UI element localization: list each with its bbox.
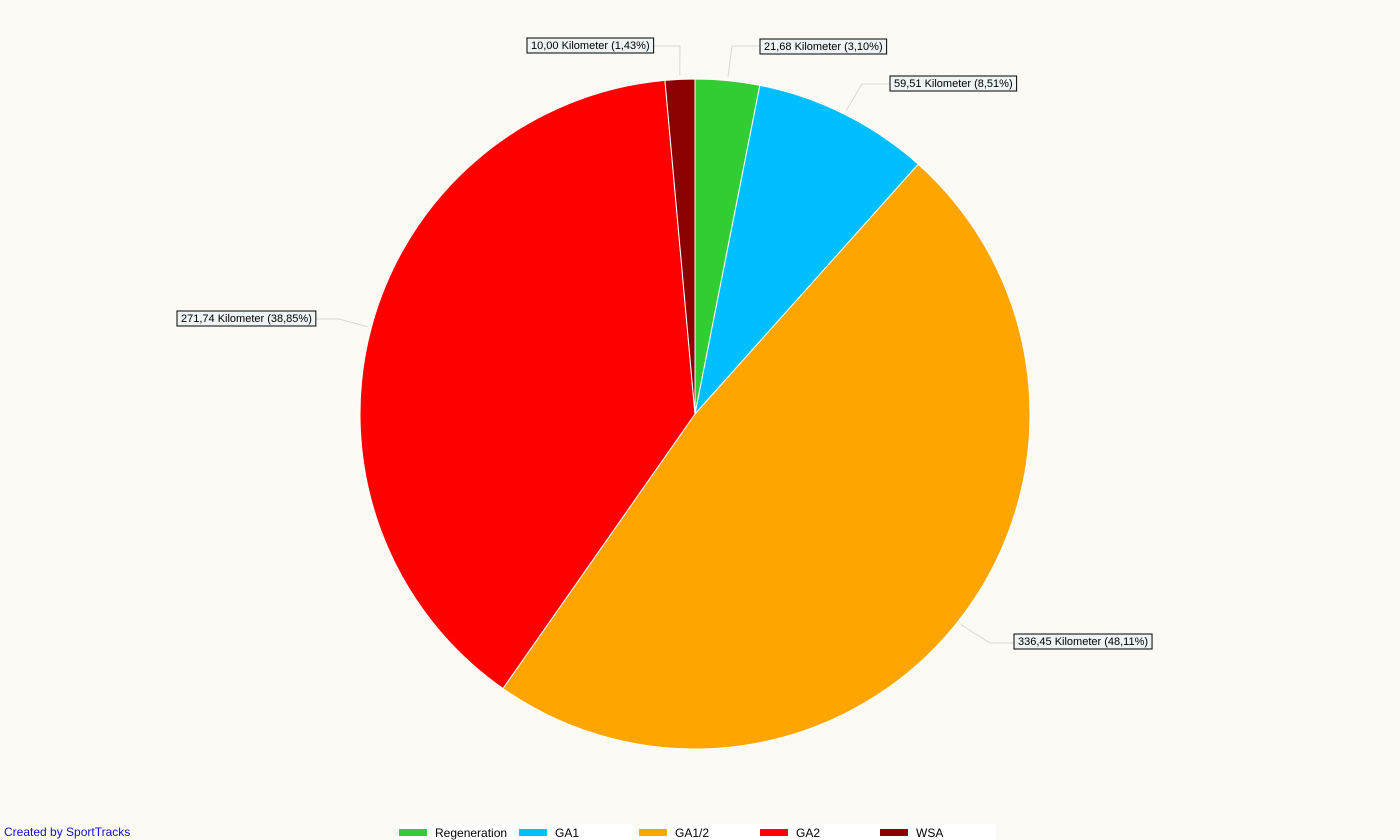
legend: Regeneration GA1 GA1/2 GA2 WSA: [396, 824, 996, 840]
legend-label: GA1/2: [675, 826, 710, 840]
data-label-text: 271,74 Kilometer (38,85%): [181, 313, 312, 325]
data-label-box: [889, 75, 1018, 92]
legend-label: GA1: [555, 826, 580, 840]
data-label-text: 21,68 Kilometer (3,10%): [764, 41, 883, 53]
data-label: 336,45 Kilometer (48,11%): [1013, 633, 1153, 650]
pie-slice-ga1-2: [502, 163, 1031, 750]
legend-label: GA2: [796, 826, 821, 840]
label-leader-lines: [309, 45, 1014, 644]
leader-line: [309, 318, 368, 328]
data-label-text: 10,00 Kilometer (1,43%): [531, 40, 650, 52]
pie-slice-wsa: [664, 78, 696, 415]
legend-label: WSA: [916, 826, 944, 840]
data-label: 271,74 Kilometer (38,85%): [176, 310, 317, 327]
pie-slice-ga2: [359, 79, 696, 690]
legend-swatch: [639, 829, 667, 836]
data-label-box: [526, 37, 655, 54]
legend-swatch: [880, 829, 908, 836]
data-label-text: 59,51 Kilometer (8,51%): [894, 78, 1013, 90]
leader-line: [960, 624, 1014, 644]
data-label: 59,51 Kilometer (8,51%): [889, 75, 1018, 92]
leader-line: [727, 45, 760, 77]
leader-line: [845, 83, 890, 111]
legend-swatch: [399, 829, 427, 836]
data-label-box: [759, 38, 888, 55]
legend-swatch: [760, 829, 788, 836]
data-label-box: [1013, 633, 1153, 650]
legend-label: Regeneration: [435, 826, 508, 840]
created-by-credit[interactable]: Created by SportTracks: [4, 825, 131, 839]
pie-slices: [359, 78, 1031, 750]
data-label: 10,00 Kilometer (1,43%): [526, 37, 655, 54]
leader-line: [649, 45, 681, 76]
data-label-text: 336,45 Kilometer (48,11%): [1018, 636, 1148, 648]
legend-swatch: [519, 829, 547, 836]
pie-slice-ga1: [694, 84, 919, 416]
data-labels: 21,68 Kilometer (3,10%) 59,51 Kilometer (…: [176, 37, 1153, 650]
data-label: 21,68 Kilometer (3,10%): [759, 38, 888, 55]
data-label-box: [176, 310, 317, 327]
